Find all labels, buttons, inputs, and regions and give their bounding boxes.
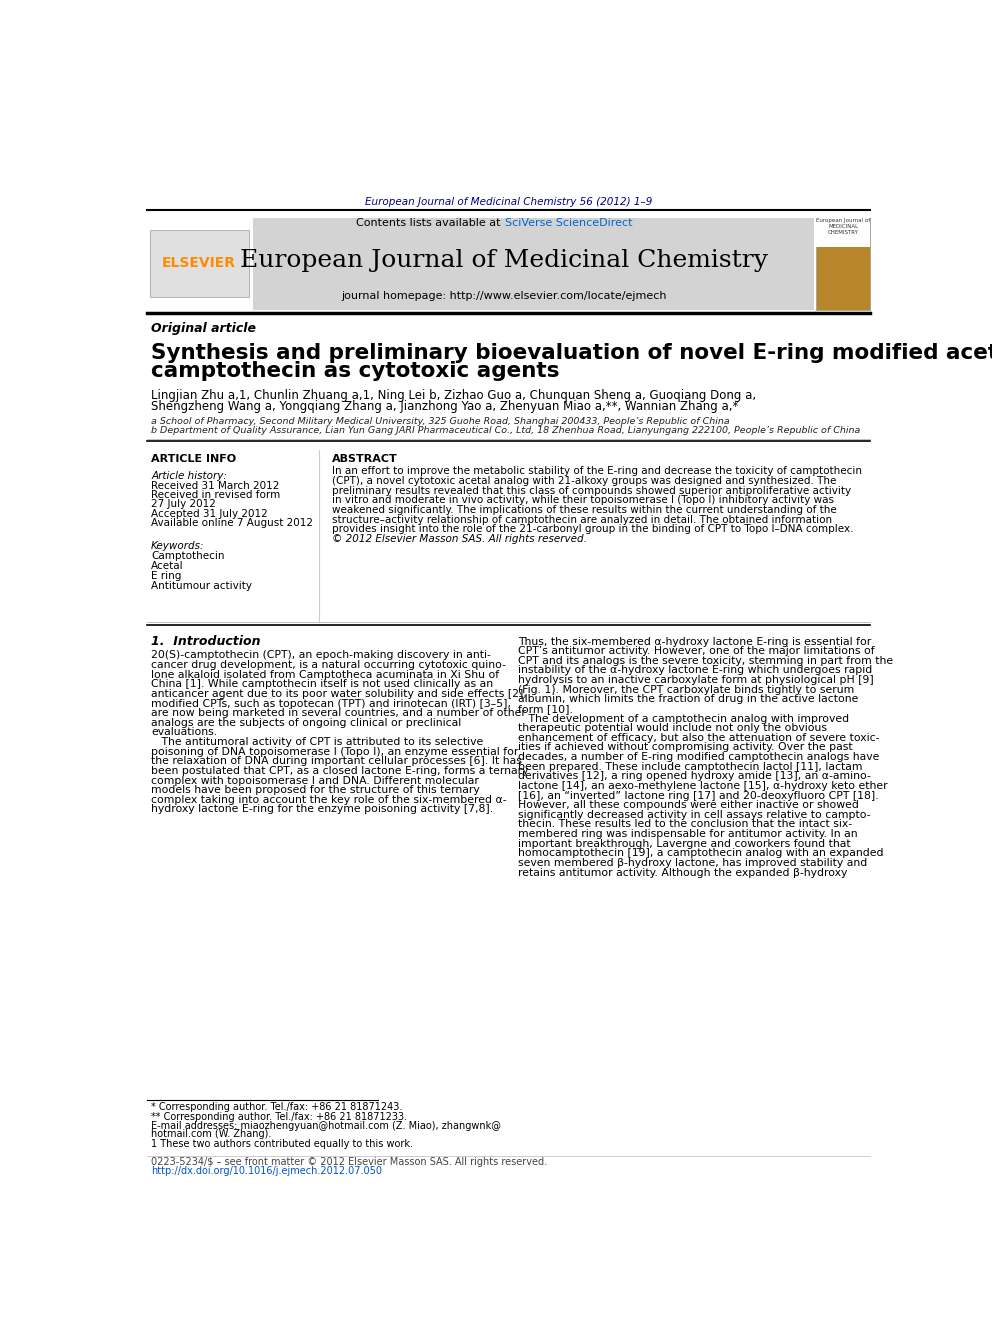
Text: cancer drug development, is a natural occurring cytotoxic quino-: cancer drug development, is a natural oc… bbox=[151, 660, 506, 669]
Text: important breakthrough, Lavergne and coworkers found that: important breakthrough, Lavergne and cow… bbox=[518, 839, 850, 848]
Text: Received 31 March 2012: Received 31 March 2012 bbox=[151, 482, 280, 491]
Text: ELSEVIER: ELSEVIER bbox=[162, 255, 236, 270]
Text: Accepted 31 July 2012: Accepted 31 July 2012 bbox=[151, 509, 268, 519]
Text: E ring: E ring bbox=[151, 572, 182, 581]
Text: * Corresponding author. Tel./fax: +86 21 81871243.: * Corresponding author. Tel./fax: +86 21… bbox=[151, 1102, 403, 1113]
Text: Article history:: Article history: bbox=[151, 471, 227, 482]
Text: anticancer agent due to its poor water solubility and side effects [2],: anticancer agent due to its poor water s… bbox=[151, 689, 527, 699]
Text: structure–activity relationship of camptothecin are analyzed in detail. The obta: structure–activity relationship of campt… bbox=[331, 515, 832, 524]
Text: hotmail.com (W. Zhang).: hotmail.com (W. Zhang). bbox=[151, 1130, 272, 1139]
Text: b Department of Quality Assurance, Lian Yun Gang JARI Pharmaceutical Co., Ltd, 1: b Department of Quality Assurance, Lian … bbox=[151, 426, 860, 435]
Text: are now being marketed in several countries, and a number of other: are now being marketed in several countr… bbox=[151, 708, 526, 718]
Text: significantly decreased activity in cell assays relative to campto-: significantly decreased activity in cell… bbox=[518, 810, 870, 820]
Text: Original article: Original article bbox=[151, 321, 256, 335]
Text: In an effort to improve the metabolic stability of the E-ring and decrease the t: In an effort to improve the metabolic st… bbox=[331, 467, 862, 476]
Text: (Fig. 1). Moreover, the CPT carboxylate binds tightly to serum: (Fig. 1). Moreover, the CPT carboxylate … bbox=[518, 685, 854, 695]
Text: therapeutic potential would include not only the obvious: therapeutic potential would include not … bbox=[518, 724, 826, 733]
Text: thecin. These results led to the conclusion that the intact six-: thecin. These results led to the conclus… bbox=[518, 819, 852, 830]
Text: 1.  Introduction: 1. Introduction bbox=[151, 635, 261, 648]
Text: ities if achieved without compromising activity. Over the past: ities if achieved without compromising a… bbox=[518, 742, 852, 753]
Text: hydrolysis to an inactive carboxylate form at physiological pH [9]: hydrolysis to an inactive carboxylate fo… bbox=[518, 675, 873, 685]
Text: Antitumour activity: Antitumour activity bbox=[151, 581, 252, 591]
Text: European Journal of Medicinal Chemistry 56 (2012) 1–9: European Journal of Medicinal Chemistry … bbox=[365, 197, 652, 206]
FancyBboxPatch shape bbox=[816, 218, 870, 311]
Text: SciVerse ScienceDirect: SciVerse ScienceDirect bbox=[505, 218, 632, 229]
Text: been prepared. These include camptothecin lactol [11], lactam: been prepared. These include camptotheci… bbox=[518, 762, 862, 771]
FancyBboxPatch shape bbox=[146, 218, 813, 311]
Text: in vitro and moderate in vivo activity, while their topoisomerase I (Topo I) inh: in vitro and moderate in vivo activity, … bbox=[331, 495, 833, 505]
Text: complex with topoisomerase I and DNA. Different molecular: complex with topoisomerase I and DNA. Di… bbox=[151, 775, 479, 786]
Text: weakened significantly. The implications of these results within the current und: weakened significantly. The implications… bbox=[331, 505, 836, 515]
FancyBboxPatch shape bbox=[150, 230, 249, 298]
Text: Thus, the six-membered α-hydroxy lactone E-ring is essential for: Thus, the six-membered α-hydroxy lactone… bbox=[518, 636, 871, 647]
Text: However, all these compounds were either inactive or showed: However, all these compounds were either… bbox=[518, 800, 858, 810]
Text: preliminary results revealed that this class of compounds showed superior antipr: preliminary results revealed that this c… bbox=[331, 486, 851, 496]
Text: CPT’s antitumor activity. However, one of the major limitations of: CPT’s antitumor activity. However, one o… bbox=[518, 646, 874, 656]
Text: European Journal of
MEDICINAL
CHEMISTRY: European Journal of MEDICINAL CHEMISTRY bbox=[816, 218, 870, 234]
Text: ARTICLE INFO: ARTICLE INFO bbox=[151, 454, 236, 464]
Text: [16], an “inverted” lactone ring [17] and 20-deoxyfluoro CPT [18].: [16], an “inverted” lactone ring [17] an… bbox=[518, 791, 878, 800]
Text: 1 These two authors contributed equally to this work.: 1 These two authors contributed equally … bbox=[151, 1139, 413, 1150]
Text: Contents lists available at: Contents lists available at bbox=[356, 218, 504, 229]
Text: ** Corresponding author. Tel./fax: +86 21 81871233.: ** Corresponding author. Tel./fax: +86 2… bbox=[151, 1111, 408, 1122]
Text: poisoning of DNA topoisomerase I (Topo I), an enzyme essential for: poisoning of DNA topoisomerase I (Topo I… bbox=[151, 746, 519, 757]
Text: European Journal of Medicinal Chemistry: European Journal of Medicinal Chemistry bbox=[240, 249, 768, 273]
Text: Synthesis and preliminary bioevaluation of novel E-ring modified acetal analog o: Synthesis and preliminary bioevaluation … bbox=[151, 343, 992, 363]
Text: Camptothecin: Camptothecin bbox=[151, 552, 224, 561]
Text: derivatives [12], a ring opened hydroxy amide [13], an α-amino-: derivatives [12], a ring opened hydroxy … bbox=[518, 771, 871, 782]
Text: a School of Pharmacy, Second Military Medical University, 325 Guohe Road, Shangh: a School of Pharmacy, Second Military Me… bbox=[151, 417, 730, 426]
Text: analogs are the subjects of ongoing clinical or preclinical: analogs are the subjects of ongoing clin… bbox=[151, 718, 461, 728]
Text: Keywords:: Keywords: bbox=[151, 541, 204, 552]
Text: homocamptothecin [19], a camptothecin analog with an expanded: homocamptothecin [19], a camptothecin an… bbox=[518, 848, 883, 859]
Text: Shengzheng Wang a, Yongqiang Zhang a, Jianzhong Yao a, Zhenyuan Miao a,**, Wanni: Shengzheng Wang a, Yongqiang Zhang a, Ji… bbox=[151, 400, 738, 413]
Text: provides insight into the role of the 21-carbonyl group in the binding of CPT to: provides insight into the role of the 21… bbox=[331, 524, 853, 534]
Text: lactone [14], an aexo-methylene lactone [15], α-hydroxy keto ether: lactone [14], an aexo-methylene lactone … bbox=[518, 781, 887, 791]
Text: Lingjian Zhu a,1, Chunlin Zhuang a,1, Ning Lei b, Zizhao Guo a, Chunquan Sheng a: Lingjian Zhu a,1, Chunlin Zhuang a,1, Ni… bbox=[151, 389, 756, 402]
FancyBboxPatch shape bbox=[146, 218, 253, 311]
Text: evaluations.: evaluations. bbox=[151, 728, 217, 737]
FancyBboxPatch shape bbox=[816, 218, 870, 247]
Text: lone alkaloid isolated from Camptotheca acuminata in Xi Shu of: lone alkaloid isolated from Camptotheca … bbox=[151, 669, 499, 680]
Text: The antitumoral activity of CPT is attributed to its selective: The antitumoral activity of CPT is attri… bbox=[151, 737, 483, 747]
Text: models have been proposed for the structure of this ternary: models have been proposed for the struct… bbox=[151, 785, 480, 795]
Text: © 2012 Elsevier Masson SAS. All rights reserved.: © 2012 Elsevier Masson SAS. All rights r… bbox=[331, 533, 586, 544]
Text: The development of a camptothecin analog with improved: The development of a camptothecin analog… bbox=[518, 713, 849, 724]
Text: E-mail addresses: miaozhengyuan@hotmail.com (Z. Miao), zhangwnk@: E-mail addresses: miaozhengyuan@hotmail.… bbox=[151, 1121, 501, 1131]
Text: http://dx.doi.org/10.1016/j.ejmech.2012.07.050: http://dx.doi.org/10.1016/j.ejmech.2012.… bbox=[151, 1166, 382, 1176]
Text: Received in revised form: Received in revised form bbox=[151, 491, 281, 500]
Text: complex taking into account the key role of the six-membered α-: complex taking into account the key role… bbox=[151, 795, 507, 804]
Text: form [10].: form [10]. bbox=[518, 704, 572, 714]
Text: seven membered β-hydroxy lactone, has improved stability and: seven membered β-hydroxy lactone, has im… bbox=[518, 857, 867, 868]
Text: been postulated that CPT, as a closed lactone E-ring, forms a ternary: been postulated that CPT, as a closed la… bbox=[151, 766, 529, 775]
Text: albumin, which limits the fraction of drug in the active lactone: albumin, which limits the fraction of dr… bbox=[518, 695, 858, 704]
Text: Acetal: Acetal bbox=[151, 561, 184, 572]
Text: camptothecin as cytotoxic agents: camptothecin as cytotoxic agents bbox=[151, 360, 559, 381]
Text: enhancement of efficacy, but also the attenuation of severe toxic-: enhancement of efficacy, but also the at… bbox=[518, 733, 879, 742]
Text: 27 July 2012: 27 July 2012 bbox=[151, 500, 216, 509]
Text: the relaxation of DNA during important cellular processes [6]. It has: the relaxation of DNA during important c… bbox=[151, 757, 522, 766]
Text: CPT and its analogs is the severe toxicity, stemming in part from the: CPT and its analogs is the severe toxici… bbox=[518, 656, 893, 665]
Text: membered ring was indispensable for antitumor activity. In an: membered ring was indispensable for anti… bbox=[518, 830, 857, 839]
Text: China [1]. While camptothecin itself is not used clinically as an: China [1]. While camptothecin itself is … bbox=[151, 679, 493, 689]
Text: ABSTRACT: ABSTRACT bbox=[331, 454, 398, 464]
Text: journal homepage: http://www.elsevier.com/locate/ejmech: journal homepage: http://www.elsevier.co… bbox=[341, 291, 667, 300]
Text: 20(S)-camptothecin (CPT), an epoch-making discovery in anti-: 20(S)-camptothecin (CPT), an epoch-makin… bbox=[151, 651, 491, 660]
Text: 0223-5234/$ – see front matter © 2012 Elsevier Masson SAS. All rights reserved.: 0223-5234/$ – see front matter © 2012 El… bbox=[151, 1158, 548, 1167]
Text: Available online 7 August 2012: Available online 7 August 2012 bbox=[151, 519, 313, 528]
Text: (CPT), a novel cytotoxic acetal analog with 21-alkoxy groups was designed and sy: (CPT), a novel cytotoxic acetal analog w… bbox=[331, 476, 836, 486]
Text: decades, a number of E-ring modified camptothecin analogs have: decades, a number of E-ring modified cam… bbox=[518, 751, 879, 762]
Text: hydroxy lactone E-ring for the enzyme poisoning activity [7,8].: hydroxy lactone E-ring for the enzyme po… bbox=[151, 804, 493, 815]
Text: retains antitumor activity. Although the expanded β-hydroxy: retains antitumor activity. Although the… bbox=[518, 868, 847, 877]
Text: modified CPTs, such as topotecan (TPT) and irinotecan (IRT) [3–5],: modified CPTs, such as topotecan (TPT) a… bbox=[151, 699, 511, 709]
Text: instability of the α-hydroxy lactone E-ring which undergoes rapid: instability of the α-hydroxy lactone E-r… bbox=[518, 665, 872, 676]
